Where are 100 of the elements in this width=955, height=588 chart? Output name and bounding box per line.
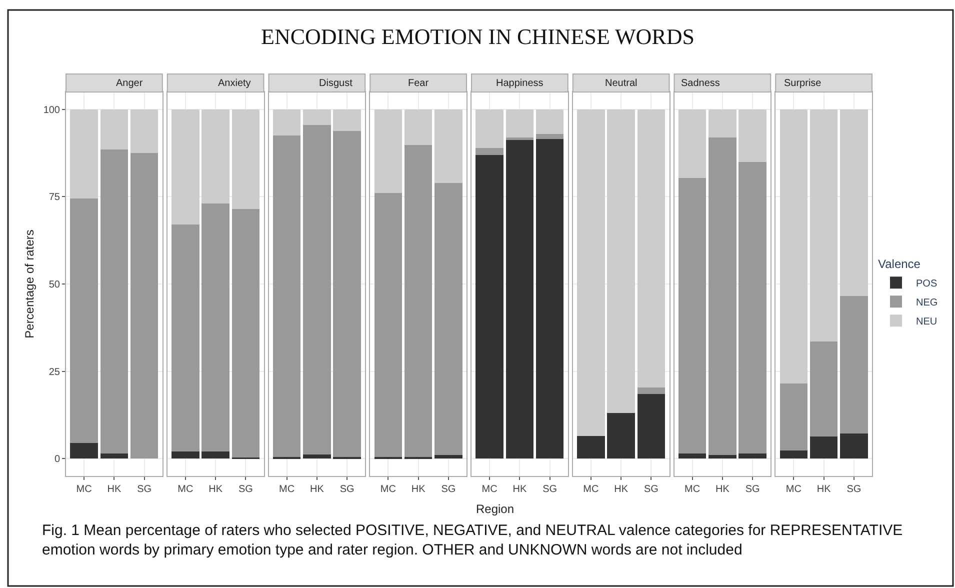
- bar: [374, 193, 402, 457]
- bar: [637, 109, 666, 388]
- x-tick-label: HK: [107, 484, 122, 495]
- y-tick-label: 25: [48, 366, 60, 378]
- x-tick-label: HK: [411, 484, 426, 495]
- bar: [202, 452, 230, 459]
- bar: [577, 109, 605, 436]
- bar: [70, 442, 98, 459]
- bar: [738, 162, 766, 454]
- bar: [232, 208, 260, 458]
- bar: [708, 455, 736, 459]
- chart-title: Anger: [116, 78, 144, 89]
- x-tick-label: MC: [684, 484, 700, 495]
- x-tick-label: SG: [745, 484, 760, 495]
- bar: [172, 224, 200, 452]
- x-tick-label: MC: [482, 484, 498, 495]
- bar: [434, 109, 462, 183]
- bar: [70, 109, 98, 198]
- bar: [100, 109, 128, 150]
- bar: [232, 109, 260, 209]
- bar: [810, 109, 838, 342]
- x-tick-label: MC: [786, 484, 802, 495]
- bar: [810, 342, 838, 437]
- chart-title: Sadness: [681, 78, 720, 89]
- y-tick-label: 100: [43, 104, 60, 116]
- x-tick-label: HK: [512, 484, 527, 495]
- bar: [130, 109, 158, 154]
- bar: [678, 109, 706, 178]
- bar: [708, 109, 736, 138]
- x-tick-label: SG: [644, 484, 659, 495]
- x-tick-label: HK: [614, 484, 628, 495]
- bar: [637, 394, 666, 459]
- bar: [303, 125, 331, 454]
- bar: [607, 413, 635, 459]
- chart-title: Surprise: [784, 78, 822, 89]
- text: ENCODING EMOTION IN CHINESE WORDS: [261, 24, 694, 49]
- bar: [130, 153, 158, 459]
- x-tick-label: HK: [310, 484, 324, 495]
- bar: [577, 436, 605, 459]
- bar: [404, 109, 432, 146]
- x-tick-label: HK: [816, 484, 832, 495]
- chart-title: Happiness: [496, 78, 544, 89]
- bar: [738, 453, 766, 459]
- bar: [374, 109, 402, 194]
- bar: [172, 452, 200, 459]
- bar: [70, 198, 98, 443]
- x-tick-label: MC: [380, 484, 396, 495]
- bar: [404, 145, 432, 457]
- bar: [100, 453, 128, 459]
- bar: [100, 150, 128, 454]
- bar: [434, 182, 462, 456]
- y-tick-label: 50: [48, 280, 60, 290]
- bar: [840, 109, 868, 296]
- bar: [202, 109, 230, 204]
- bar: [536, 134, 564, 140]
- bar: [780, 383, 808, 451]
- bar: [780, 450, 808, 459]
- x-tick-label: SG: [542, 484, 558, 495]
- bar: [708, 137, 736, 456]
- bar: [536, 109, 564, 134]
- x-tick-label: MC: [583, 484, 599, 495]
- chart-title: Fear: [408, 78, 430, 89]
- bar: [840, 296, 868, 434]
- chart-title: Anxiety: [218, 78, 251, 89]
- legend-title: Valence: [878, 257, 921, 272]
- legend-label: POS: [916, 278, 938, 290]
- x-tick-label: MC: [279, 484, 295, 495]
- bar: [536, 139, 564, 459]
- bar: [476, 109, 504, 148]
- x-tick-label: SG: [846, 484, 862, 495]
- legend-label: NEU: [916, 316, 938, 328]
- bar: [272, 136, 301, 457]
- y-tick-label: 75: [48, 192, 60, 204]
- x-tick-label: HK: [715, 484, 730, 495]
- bar: [678, 178, 706, 454]
- bar: [506, 139, 534, 459]
- bar: [303, 454, 331, 459]
- bar: [506, 109, 534, 138]
- x-axis-title: Region: [476, 502, 514, 516]
- bar: [202, 204, 230, 452]
- bar: [333, 109, 361, 132]
- bar: [303, 109, 331, 126]
- x-tick-label: SG: [340, 484, 354, 495]
- bar: [476, 154, 504, 459]
- bar: [678, 453, 706, 459]
- chart-title: Neutral: [605, 78, 638, 89]
- x-tick-label: SG: [238, 484, 254, 495]
- bar: [434, 455, 462, 459]
- bar: [333, 131, 361, 457]
- bar: [506, 137, 534, 140]
- x-tick-label: SG: [441, 484, 456, 495]
- bar: [476, 148, 504, 155]
- bar: [840, 433, 868, 459]
- y-axis-title: Percentage of raters: [22, 230, 37, 338]
- x-tick-label: MC: [178, 484, 194, 495]
- bar: [272, 109, 301, 136]
- legend-label: NEG: [916, 298, 938, 308]
- bar: [810, 436, 838, 459]
- y-tick-label: 0: [54, 454, 60, 466]
- bar: [738, 109, 766, 162]
